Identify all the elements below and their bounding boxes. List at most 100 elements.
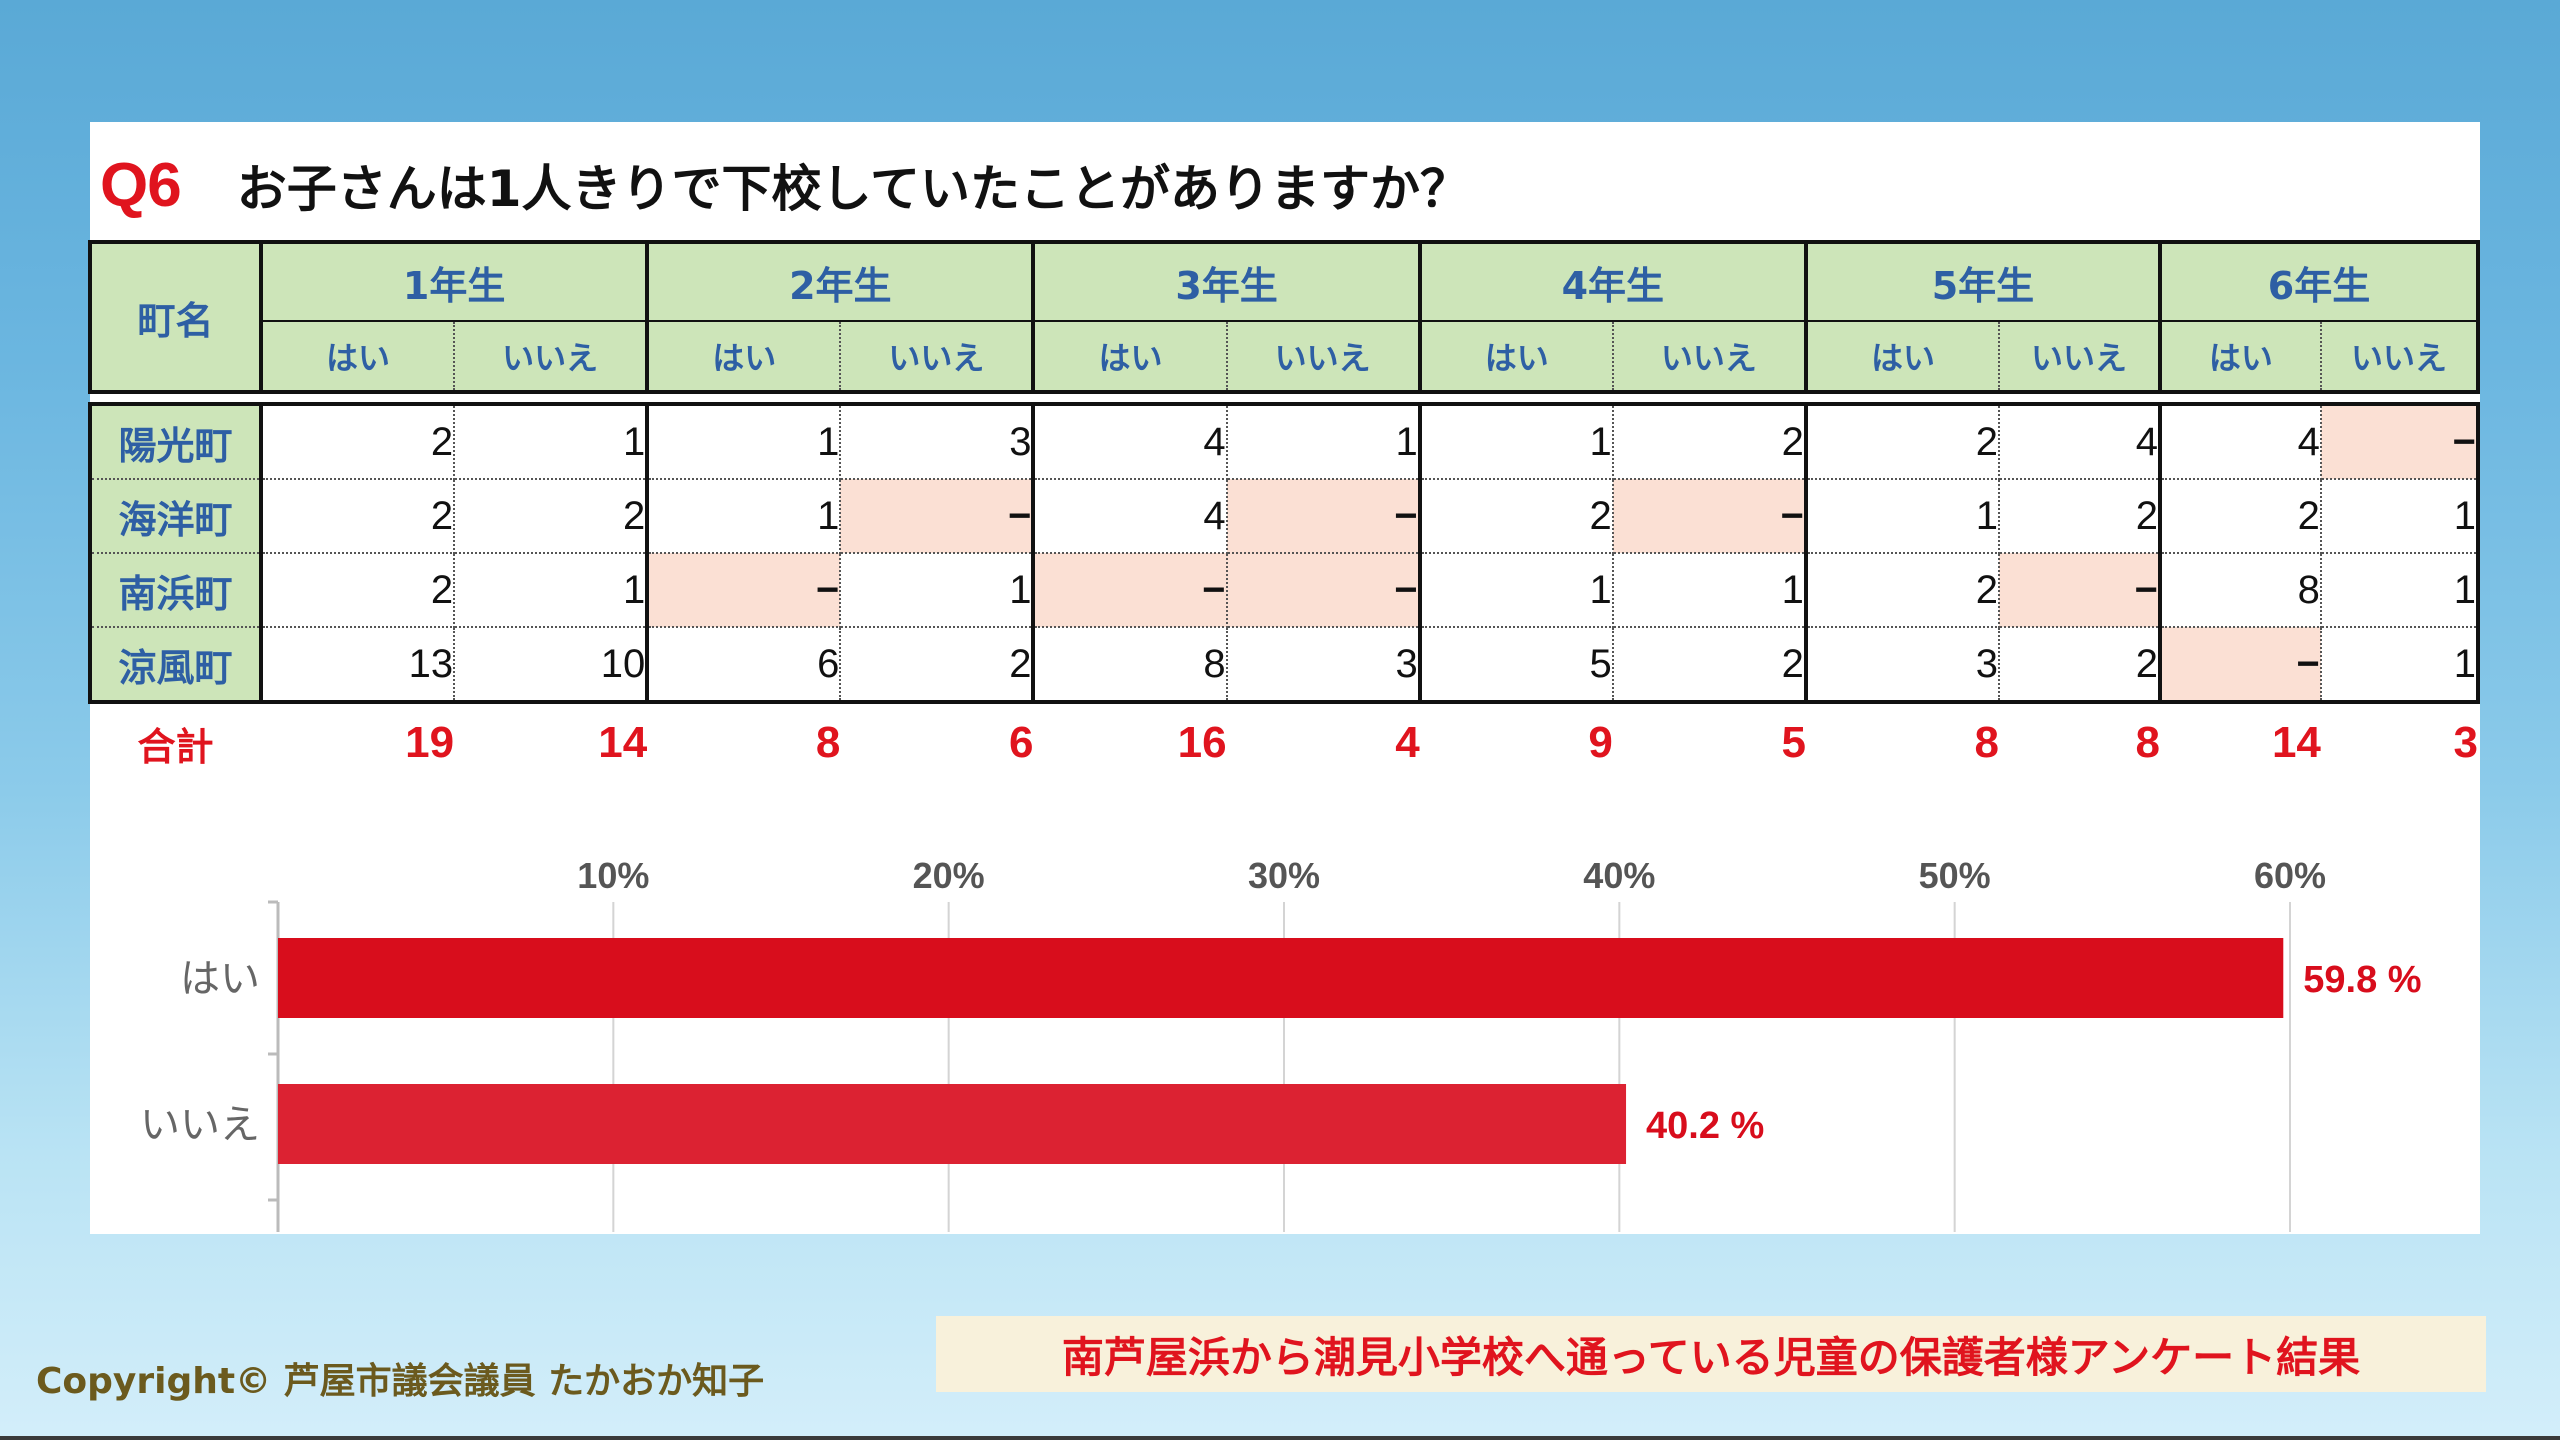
yes-subheader: はい — [258, 321, 456, 394]
survey-title-text: 南芦屋浜から潮見小学校へ通っている児童の保護者様アンケート結果 — [1061, 1332, 2361, 1382]
table-cell: 1 — [1803, 479, 2001, 554]
town-name: 海洋町 — [88, 479, 263, 554]
data-label: 40.2 % — [1646, 1105, 1764, 1147]
category-label: いいえ — [140, 1102, 260, 1148]
no-subheader: いいえ — [1226, 321, 1422, 394]
table-cell: − — [2320, 402, 2481, 480]
total-value: 19 — [260, 702, 455, 782]
table-cell: 1 — [1417, 553, 1614, 628]
table-cell: − — [1031, 553, 1228, 628]
category-label: はい — [180, 956, 260, 1002]
total-value: 4 — [1226, 702, 1420, 782]
town-name: 南浜町 — [88, 553, 263, 628]
yes-subheader: はい — [1031, 321, 1228, 394]
table-cell: 1 — [454, 402, 650, 480]
table-cell: 8 — [1031, 627, 1228, 704]
town-name: 陽光町 — [88, 402, 263, 480]
question-header: Q6 お子さんは1人きりで下校していたことがありますか？ — [100, 140, 1470, 230]
table-cell: − — [1226, 479, 1422, 554]
no-subheader: いいえ — [1612, 321, 1808, 394]
total-value: 6 — [840, 702, 1034, 782]
table-cell: 3 — [840, 402, 1036, 480]
table-cell: − — [1999, 553, 2162, 628]
x-tick-label: 30% — [1248, 855, 1320, 896]
x-tick-label: 40% — [1583, 855, 1655, 896]
total-value: 8 — [1805, 702, 2000, 782]
yes-subheader: はい — [645, 321, 842, 394]
x-tick-label: 50% — [1919, 855, 1991, 896]
table-cell: − — [1226, 553, 1422, 628]
table-cell: 2 — [258, 553, 456, 628]
table-cell: 2 — [454, 479, 650, 554]
table-cell: − — [840, 479, 1036, 554]
total-label: 合計 — [90, 702, 261, 782]
bar-chart: 10% 20% 30% 40% 50% 60% はい 59.8 % いいえ 40.2 % — [140, 855, 2422, 1232]
table-cell: 1 — [645, 402, 842, 480]
x-tick-label: 20% — [913, 855, 985, 896]
copyright-text: Copyright© 芦屋市議会議員 たかおか知子 — [36, 1361, 765, 1402]
table-cell: 2 — [1417, 479, 1614, 554]
table-row: 南浜町 2 1−1− −1 1 2−8 1 — [88, 553, 2481, 628]
table-cell: 1 — [1417, 402, 1614, 480]
town-header: 町名 — [88, 240, 263, 394]
grade-header: 3年生 — [1031, 240, 1422, 322]
no-subheader: いいえ — [1999, 321, 2162, 394]
table-cell: − — [1612, 479, 1808, 554]
grade-header: 2年生 — [645, 240, 1036, 322]
no-subheader: いいえ — [840, 321, 1036, 394]
bar — [278, 1084, 1627, 1164]
no-subheader: いいえ — [454, 321, 650, 394]
table-cell: 10 — [454, 627, 650, 704]
table-cell: 1 — [2320, 479, 2481, 554]
table-cell: 8 — [2157, 553, 2322, 628]
survey-title: 南芦屋浜から潮見小学校へ通っている児童の保護者様アンケート結果 — [936, 1316, 2486, 1392]
table-cell: 1 — [1612, 553, 1808, 628]
table-row: 陽光町 2 1 1 3 4 1 1 2 2 4 4− — [88, 402, 2481, 480]
table-cell: 1 — [2320, 553, 2481, 628]
table-cell: 3 — [1226, 627, 1422, 704]
x-tick-label: 60% — [2254, 855, 2326, 896]
table-cell: 2 — [1612, 627, 1808, 704]
table-cell: 1 — [1226, 402, 1422, 480]
question-text: お子さんは1人きりで下校していたことがありますか？ — [236, 160, 1471, 218]
table-cell: 13 — [258, 627, 456, 704]
table-cell: 2 — [1999, 627, 2162, 704]
total-value: 9 — [1419, 702, 1613, 782]
grade-header: 4年生 — [1417, 240, 1808, 322]
table-cell: 2 — [1999, 479, 2162, 554]
table-cell: 4 — [2157, 402, 2322, 480]
table-cell: 2 — [1803, 553, 2001, 628]
table-cell: 2 — [258, 402, 456, 480]
data-label: 59.8 % — [2303, 959, 2421, 1001]
results-table: 町名 1年生 2年生 3年生 4年生 5年生 6年生 はい いいえ はい いいえ はい いいえ はい いいえ… — [88, 240, 2481, 782]
table-cell: 2 — [840, 627, 1036, 704]
total-value: 5 — [1612, 702, 1806, 782]
table-cell: 1 — [645, 479, 842, 554]
table-row: 涼風町 13 10 6 2 8 3 5 2 3 2−1 — [88, 627, 2481, 704]
town-name: 涼風町 — [88, 627, 263, 704]
table-cell: 4 — [1031, 479, 1228, 554]
total-value: 14 — [454, 702, 648, 782]
bottom-edge — [0, 1436, 2560, 1440]
total-value: 14 — [2159, 702, 2321, 782]
table-cell: 1 — [2320, 627, 2481, 704]
total-value: 8 — [647, 702, 841, 782]
total-value: 16 — [1033, 702, 1227, 782]
table-cell: 2 — [1803, 402, 2001, 480]
table-cell: − — [2157, 627, 2322, 704]
table-row: 海洋町 2 2 1−4−2−1 2 2 1 — [88, 479, 2481, 554]
grade-header: 5年生 — [1803, 240, 2162, 322]
table-cell: 6 — [645, 627, 842, 704]
total-row: 合計 19 14 8 6 16 4 9 5 8 8 14 3 — [90, 702, 2478, 782]
grade-header: 1年生 — [258, 240, 650, 322]
table-cell: 4 — [1999, 402, 2162, 480]
yes-subheader: はい — [2157, 321, 2322, 394]
x-tick-label: 10% — [577, 855, 649, 896]
total-value: 3 — [2320, 702, 2478, 782]
table-cell: 2 — [2157, 479, 2322, 554]
table-cell: 4 — [1031, 402, 1228, 480]
total-value: 8 — [1999, 702, 2160, 782]
table-cell: 5 — [1417, 627, 1614, 704]
bar — [278, 938, 2284, 1018]
grade-header: 6年生 — [2157, 240, 2481, 322]
